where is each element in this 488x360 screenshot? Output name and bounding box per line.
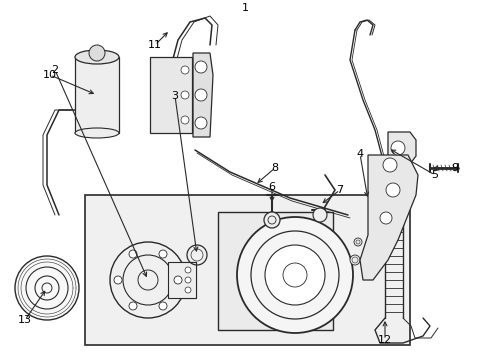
Circle shape [375,251,383,259]
Circle shape [181,116,189,124]
Text: 2: 2 [51,65,59,75]
Text: 11: 11 [148,40,162,50]
Circle shape [195,117,206,129]
Text: 8: 8 [271,163,278,173]
Circle shape [114,276,122,284]
Circle shape [129,250,137,258]
Ellipse shape [75,128,119,138]
Circle shape [195,61,206,73]
Circle shape [379,212,391,224]
Bar [85,195,409,345]
Circle shape [363,264,371,272]
Text: 5: 5 [430,170,438,180]
Text: 3: 3 [171,91,178,101]
Text: 12: 12 [377,335,391,345]
Text: 7: 7 [336,185,343,195]
Circle shape [15,256,79,320]
Circle shape [385,183,399,197]
Circle shape [312,208,326,222]
Circle shape [184,267,191,273]
Circle shape [237,217,352,333]
Circle shape [349,255,359,265]
Circle shape [382,158,396,172]
Bar [75,57,119,133]
Bar [218,212,332,330]
Circle shape [181,91,189,99]
Ellipse shape [75,50,119,64]
Circle shape [129,302,137,310]
Bar [150,57,192,133]
Circle shape [264,212,280,228]
Circle shape [110,242,185,318]
Circle shape [184,287,191,293]
Circle shape [353,238,361,246]
Text: 4: 4 [356,149,363,159]
Circle shape [184,277,191,283]
Circle shape [390,141,404,155]
Text: 1: 1 [241,3,248,13]
Text: 10: 10 [43,70,57,80]
Polygon shape [359,155,417,280]
Circle shape [195,89,206,101]
Text: 13: 13 [18,315,32,325]
Circle shape [174,276,182,284]
Text: 9: 9 [450,163,458,173]
Circle shape [89,45,105,61]
Circle shape [264,245,325,305]
Bar [168,262,196,298]
Text: 6: 6 [268,182,275,192]
Polygon shape [387,132,415,164]
Circle shape [181,66,189,74]
Polygon shape [193,53,213,137]
Circle shape [159,302,167,310]
Circle shape [159,250,167,258]
